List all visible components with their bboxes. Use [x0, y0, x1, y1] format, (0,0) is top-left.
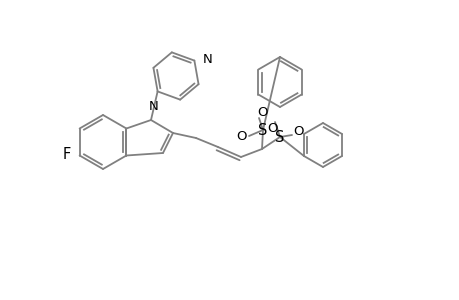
Text: S: S: [258, 122, 267, 137]
Text: O: O: [293, 124, 303, 137]
Text: O: O: [267, 122, 278, 134]
Text: N: N: [149, 100, 158, 113]
Text: N: N: [202, 53, 212, 66]
Text: F: F: [62, 147, 71, 162]
Text: O: O: [257, 106, 268, 118]
Text: S: S: [275, 130, 284, 145]
Text: O: O: [236, 130, 247, 142]
